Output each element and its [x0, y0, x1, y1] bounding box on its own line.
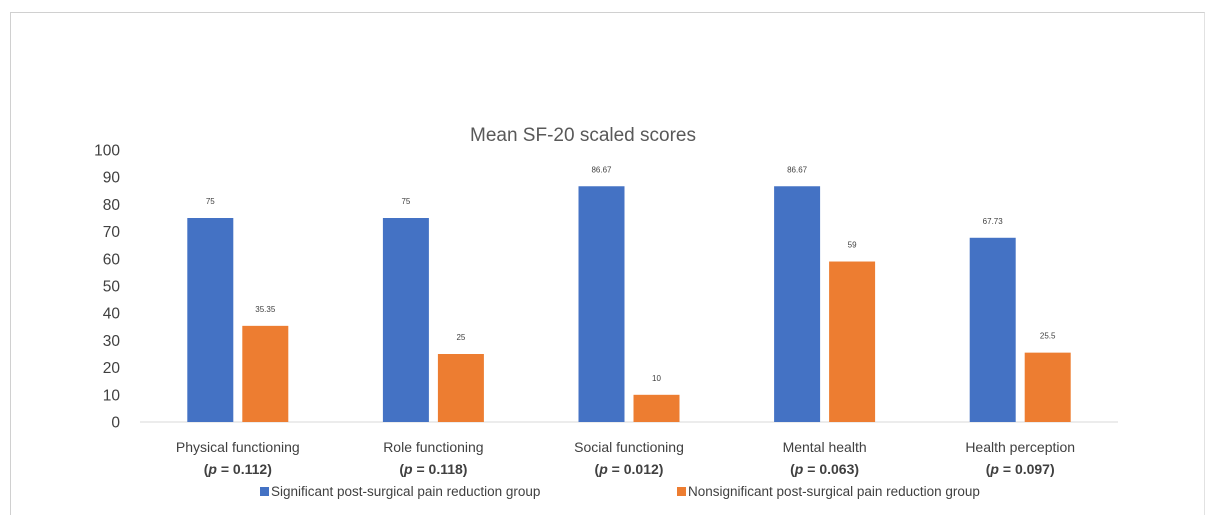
- p-value-label: (p = 0.012): [595, 461, 664, 477]
- bar-series-2: [1024, 352, 1071, 422]
- y-tick-label: 30: [103, 333, 121, 350]
- legend-label: Nonsignificant post-surgical pain reduct…: [688, 484, 980, 499]
- y-tick-label: 0: [111, 415, 120, 432]
- p-value: 0.112: [233, 461, 267, 477]
- bars: 75 75 86.67 86.67 67.73 35.35 25 10 59 25.5: [187, 165, 1071, 422]
- figure-frame: [10, 12, 1205, 515]
- p-value-label: (p = 0.112): [204, 461, 272, 477]
- bar-series-2: [829, 261, 876, 422]
- p-symbol: p: [598, 461, 608, 477]
- p-value: 0.118: [429, 461, 463, 477]
- bar-series-1: [187, 218, 234, 422]
- data-label: 25: [456, 333, 465, 342]
- bar-series-2: [633, 394, 680, 422]
- p-value: 0.063: [819, 461, 854, 477]
- legend-swatch: [260, 487, 269, 496]
- y-axis: 0 10 20 30 40 50 60 70 80 90 100: [94, 143, 120, 432]
- p-value-label: (p = 0.118): [399, 461, 467, 477]
- y-tick-label: 60: [103, 251, 121, 268]
- legend: Significant post-surgical pain reduction…: [260, 484, 980, 499]
- bar-series-1: [382, 218, 429, 422]
- legend-swatch: [677, 487, 686, 496]
- p-value-label: (p = 0.097): [986, 461, 1055, 477]
- p-symbol: p: [403, 461, 413, 477]
- y-tick-label: 80: [103, 197, 121, 214]
- p-value-label: (p = 0.063): [790, 461, 859, 477]
- data-label: 59: [848, 241, 857, 250]
- y-tick-label: 100: [94, 143, 120, 160]
- y-tick-label: 70: [103, 224, 121, 241]
- x-tick-label: Social functioning: [574, 439, 684, 455]
- p-symbol: p: [207, 461, 217, 477]
- bar-series-2: [242, 325, 289, 422]
- data-label: 67.73: [983, 217, 1004, 226]
- bar-series-1: [774, 186, 821, 422]
- x-tick-label: Role functioning: [383, 439, 483, 455]
- data-label: 35.35: [255, 305, 276, 314]
- data-label: 10: [652, 374, 661, 383]
- data-label: 25.5: [1040, 332, 1056, 341]
- y-tick-label: 10: [103, 387, 121, 404]
- data-label: 75: [401, 197, 410, 206]
- data-label: 75: [206, 197, 215, 206]
- chart-title: Mean SF-20 scaled scores: [470, 125, 696, 146]
- x-tick-label: Mental health: [783, 439, 867, 455]
- x-tick-label: Health perception: [965, 439, 1075, 455]
- bar-series-1: [578, 186, 625, 422]
- p-value: 0.097: [1015, 461, 1050, 477]
- p-symbol: p: [989, 461, 999, 477]
- bar-series-1: [969, 237, 1016, 422]
- bar-series-2: [437, 354, 484, 422]
- p-value: 0.012: [624, 461, 659, 477]
- legend-label: Significant post-surgical pain reduction…: [271, 484, 540, 499]
- p-symbol: p: [794, 461, 804, 477]
- y-tick-label: 20: [103, 360, 121, 377]
- data-label: 86.67: [787, 165, 808, 174]
- y-tick-label: 40: [103, 306, 121, 323]
- y-tick-label: 90: [103, 170, 121, 187]
- data-label: 86.67: [591, 165, 612, 174]
- x-tick-label: Physical functioning: [176, 439, 300, 455]
- y-tick-label: 50: [103, 279, 121, 296]
- x-axis-labels: Physical functioning (p = 0.112) Role func…: [176, 439, 1075, 477]
